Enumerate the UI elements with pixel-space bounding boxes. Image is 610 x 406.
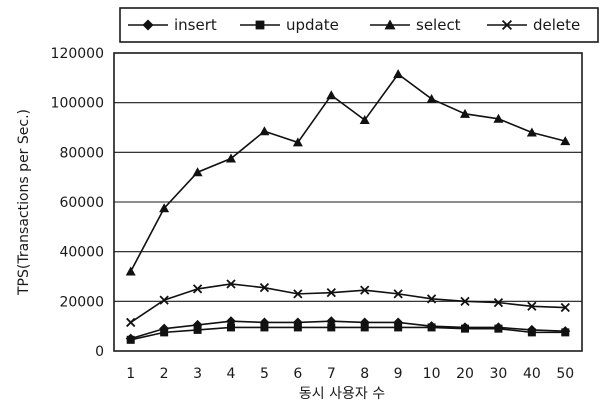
legend-marker-triangle: [384, 19, 396, 30]
data-point-delete: [460, 296, 470, 306]
legend-item-select: select: [370, 16, 461, 34]
data-point-update: [561, 328, 570, 337]
legend-marker-diamond: [142, 19, 154, 31]
y-tick-label: 40000: [59, 245, 104, 261]
x-axis-label: 동시 사용자 수: [299, 386, 385, 402]
series-select: [125, 69, 571, 276]
x-tick-label: 5: [260, 366, 269, 382]
data-point-select: [493, 113, 504, 123]
data-point-select: [125, 266, 136, 276]
series-line-insert: [130, 320, 566, 340]
y-axis-label: TPS(Transactions per Sec.): [16, 109, 32, 296]
x-tick-label: 10: [423, 366, 441, 382]
x-tick-label: 1: [126, 366, 135, 382]
data-point-select: [359, 115, 370, 125]
legend-label: update: [286, 16, 339, 34]
x-tick-label: 50: [556, 366, 574, 382]
data-point-update: [193, 325, 202, 334]
data-point-update: [494, 324, 503, 333]
data-point-select: [226, 153, 236, 163]
data-point-update: [461, 324, 469, 333]
y-tick-label: 20000: [59, 294, 104, 310]
x-tick-label: 8: [360, 366, 369, 382]
data-point-delete: [326, 288, 336, 298]
data-point-select: [393, 69, 404, 79]
series-line-select: [130, 72, 566, 272]
data-point-delete: [293, 289, 303, 299]
x-axis-ticks: 1 2 3 4 5 6 7 8 9 10 20 30 40 50: [126, 366, 574, 382]
data-point-select: [159, 203, 170, 213]
data-point-update: [293, 323, 302, 332]
legend: insert update select delete: [119, 7, 599, 43]
y-tick-label: 60000: [59, 195, 104, 211]
x-tick-label: 40: [523, 366, 541, 382]
legend-marker-x: [501, 19, 513, 31]
series-line-delete: [130, 283, 566, 324]
x-tick-label: 9: [394, 366, 403, 382]
x-tick-label: 7: [327, 366, 336, 382]
plot-area: [113, 52, 583, 352]
x-tick-label: 4: [227, 366, 236, 382]
data-point-update: [126, 335, 135, 344]
legend-item-delete: delete: [487, 16, 580, 34]
data-point-delete: [360, 285, 370, 295]
data-point-delete: [259, 283, 270, 293]
data-point-select: [192, 167, 203, 177]
data-point-select: [526, 127, 537, 137]
data-point-select: [560, 136, 571, 146]
data-point-select: [426, 93, 437, 103]
y-axis-ticks: 0 20000 40000 60000 80000 100000 120000: [51, 46, 104, 360]
data-point-update: [260, 323, 269, 332]
data-point-select: [460, 108, 470, 118]
data-point-update: [360, 323, 369, 332]
data-point-delete: [226, 279, 236, 289]
data-point-delete: [560, 302, 570, 313]
data-point-select: [326, 90, 337, 100]
legend-label: insert: [174, 16, 217, 34]
legend-marker-square: [255, 20, 265, 30]
x-tick-label: 2: [160, 366, 169, 382]
data-point-delete: [126, 317, 136, 328]
x-tick-label: 3: [193, 366, 202, 382]
y-tick-label: 80000: [59, 145, 104, 161]
legend-item-insert: insert: [128, 16, 217, 34]
series-group: [125, 69, 571, 344]
data-point-update: [527, 328, 536, 337]
y-tick-label: 120000: [51, 46, 104, 62]
x-tick-label: 30: [490, 366, 508, 382]
series-delete: [126, 279, 570, 328]
data-point-update: [160, 328, 169, 337]
y-tick-label: 100000: [51, 96, 104, 112]
data-point-delete: [159, 295, 169, 305]
data-point-update: [394, 323, 403, 332]
series-update: [126, 323, 570, 344]
x-tick-label: 6: [293, 366, 302, 382]
data-point-select: [292, 137, 303, 147]
x-tick-label: 20: [456, 366, 474, 382]
legend-label: select: [416, 16, 461, 34]
data-point-delete: [527, 301, 537, 311]
data-point-update: [427, 323, 436, 332]
legend-label: delete: [533, 16, 580, 34]
grid-lines: [114, 102, 582, 302]
data-point-delete: [426, 294, 437, 304]
data-point-delete: [493, 297, 504, 308]
data-point-update: [327, 323, 336, 332]
data-point-delete: [192, 284, 203, 294]
y-tick-label: 0: [95, 344, 104, 360]
series-line-update: [130, 326, 566, 341]
data-point-update: [227, 323, 235, 332]
data-point-delete: [393, 289, 403, 299]
data-point-select: [259, 126, 270, 136]
legend-item-update: update: [240, 16, 339, 34]
